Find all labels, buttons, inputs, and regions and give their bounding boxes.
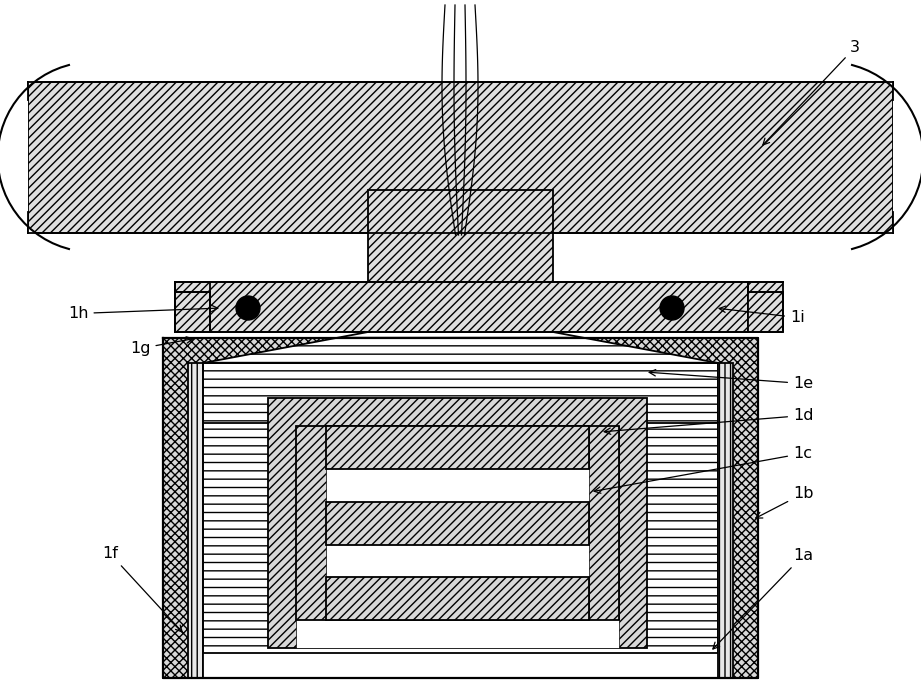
Bar [326, 577, 589, 620]
Circle shape [660, 296, 684, 320]
Polygon shape [0, 65, 69, 249]
Polygon shape [748, 282, 783, 292]
Bar [326, 426, 589, 469]
Polygon shape [175, 282, 210, 292]
Text: 1b: 1b [756, 486, 813, 518]
Bar [163, 338, 758, 678]
Text: 1h: 1h [68, 306, 218, 321]
Bar [296, 426, 619, 620]
Bar [175, 282, 748, 332]
Bar [268, 398, 647, 648]
Polygon shape [852, 65, 921, 249]
Circle shape [236, 296, 260, 320]
Polygon shape [203, 332, 718, 363]
Text: 1g: 1g [130, 337, 192, 356]
Bar [188, 363, 203, 678]
Text: 1e: 1e [649, 370, 813, 391]
Bar [326, 502, 589, 545]
Bar [175, 292, 210, 332]
Bar [296, 426, 619, 648]
Bar [748, 292, 783, 332]
Bar [718, 363, 733, 678]
Text: 1d: 1d [604, 408, 813, 434]
Bar [188, 363, 733, 678]
Text: 1a: 1a [713, 548, 813, 649]
Text: 1c: 1c [594, 446, 812, 493]
Text: 1f: 1f [102, 546, 182, 632]
Text: 3: 3 [763, 40, 860, 145]
Bar [326, 426, 589, 620]
Bar [368, 190, 553, 295]
Polygon shape [203, 363, 718, 423]
Text: 1i: 1i [719, 306, 805, 325]
Bar [203, 363, 718, 653]
Bar [28, 82, 893, 233]
